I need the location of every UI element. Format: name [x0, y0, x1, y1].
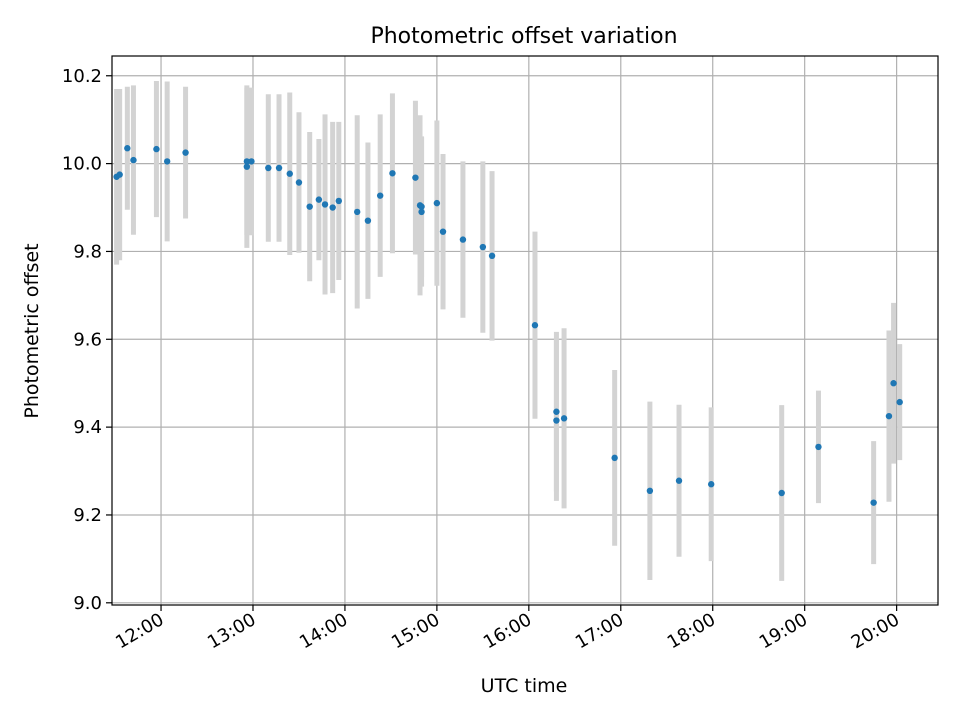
y-axis-label: Photometric offset	[21, 243, 43, 418]
data-point	[778, 489, 785, 497]
data-point	[488, 252, 496, 260]
data-point	[116, 171, 123, 178]
data-point	[560, 415, 568, 422]
data-points	[113, 145, 903, 506]
data-point	[418, 208, 425, 216]
y-tick-label: 9.0	[73, 593, 102, 614]
data-point	[130, 156, 137, 164]
data-point	[815, 443, 822, 451]
plot-frame	[111, 55, 939, 606]
chart-title: Photometric offset variation	[370, 24, 677, 49]
data-point	[295, 179, 303, 186]
data-point	[611, 454, 618, 462]
data-point	[890, 380, 897, 387]
y-tick-label: 9.8	[73, 241, 102, 262]
data-point	[433, 199, 441, 207]
grid	[112, 56, 938, 605]
y-tick-label: 9.4	[73, 417, 102, 438]
data-point	[124, 145, 131, 152]
data-point	[243, 163, 251, 170]
data-point	[896, 398, 903, 406]
data-point	[306, 203, 313, 210]
data-point	[479, 243, 487, 251]
y-tick-label: 9.6	[73, 329, 102, 350]
data-point	[353, 208, 361, 216]
y-axis-ticks: 9.0 9.2 9.4 9.6 9.8 10.0 10.2	[62, 66, 112, 614]
data-point	[885, 412, 893, 420]
data-point	[335, 197, 343, 205]
data-point	[646, 487, 654, 495]
data-point	[870, 499, 877, 506]
data-point	[389, 170, 396, 177]
data-point	[275, 164, 283, 172]
data-point	[248, 158, 255, 165]
data-point	[418, 203, 425, 210]
data-point	[153, 145, 160, 153]
data-point	[675, 477, 683, 484]
y-tick-label: 9.2	[73, 505, 102, 526]
data-point	[707, 481, 715, 488]
x-axis-label: UTC time	[481, 675, 568, 697]
data-point	[182, 149, 189, 156]
data-point	[243, 158, 251, 165]
data-point	[459, 236, 467, 243]
y-tick-label: 10.2	[62, 66, 102, 87]
data-point	[439, 228, 447, 235]
data-point	[412, 174, 419, 181]
data-point	[553, 417, 560, 424]
data-point	[163, 158, 171, 165]
data-point	[315, 196, 323, 203]
data-point	[531, 322, 539, 329]
y-tick-label: 10.0	[62, 154, 102, 175]
data-point	[329, 204, 336, 211]
data-point	[376, 192, 384, 199]
data-point	[321, 201, 329, 208]
data-point	[364, 217, 372, 224]
data-point	[553, 408, 560, 415]
data-point	[286, 170, 293, 177]
data-point	[265, 164, 272, 172]
